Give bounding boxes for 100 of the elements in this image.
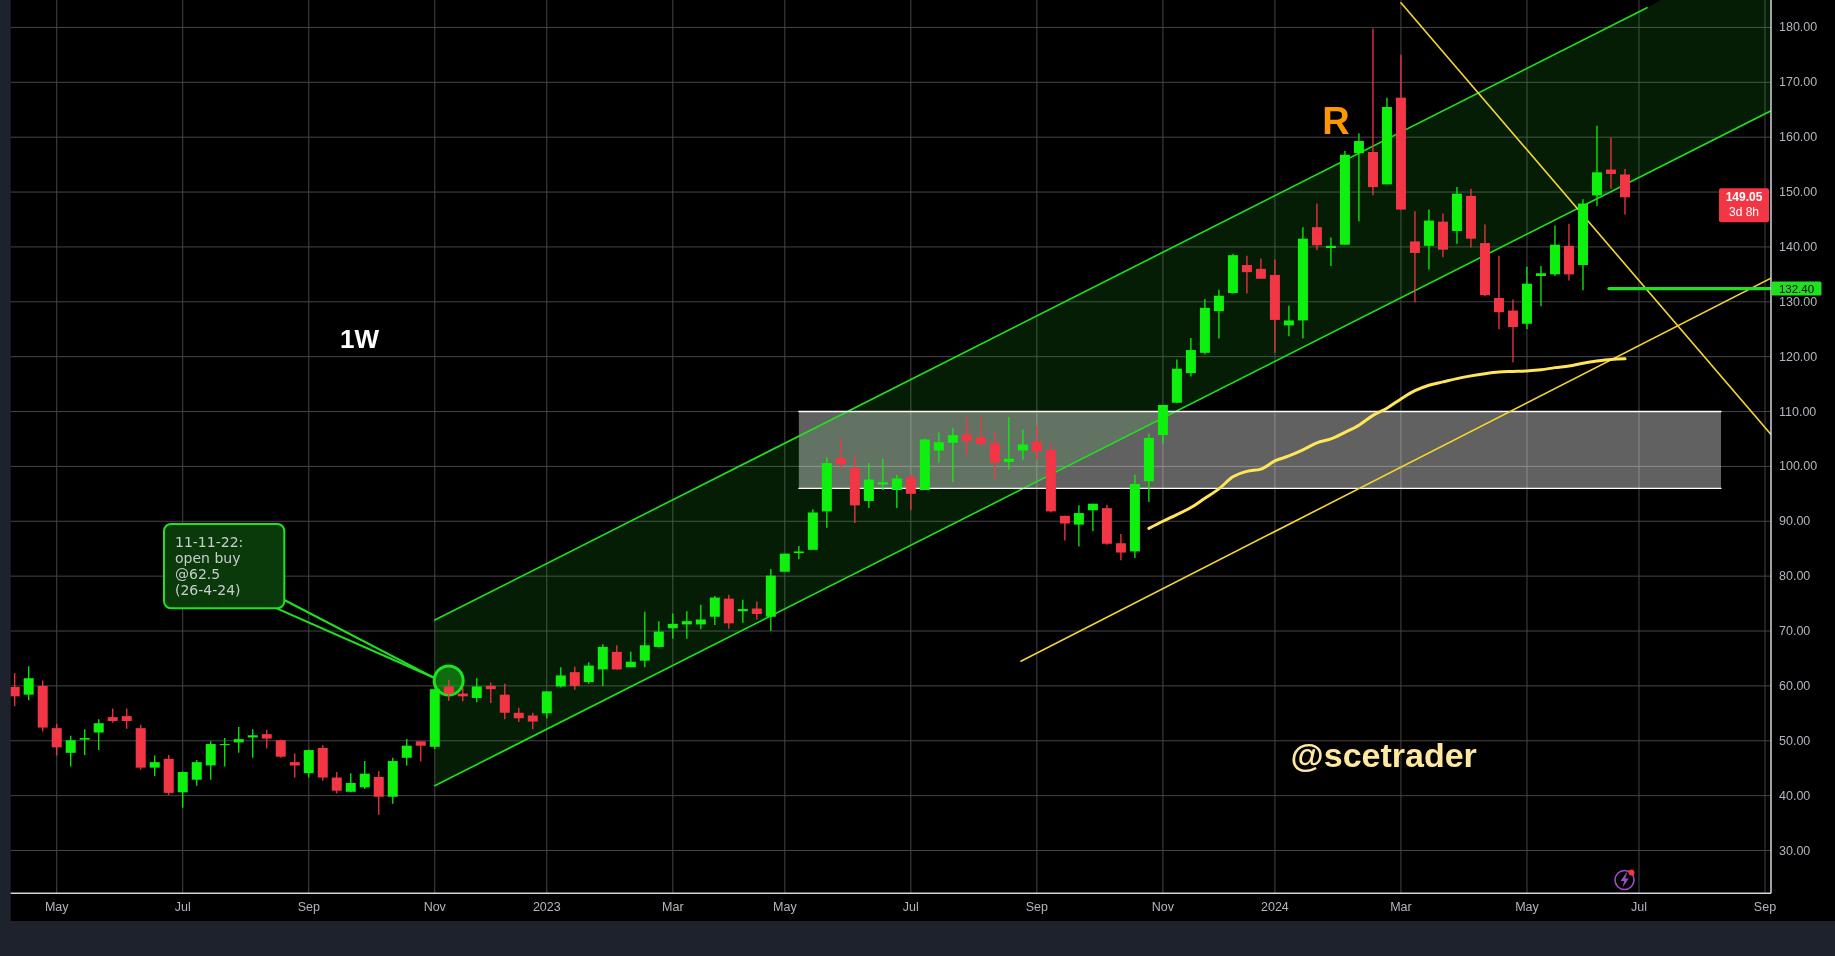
candlestick xyxy=(121,707,132,730)
candlestick xyxy=(863,462,874,509)
candlestick xyxy=(751,600,762,621)
candlestick xyxy=(709,595,720,626)
candlestick xyxy=(289,752,300,779)
candlestick xyxy=(555,666,566,689)
annotation: @scetrader xyxy=(1290,735,1477,774)
candlestick xyxy=(1507,298,1518,363)
candlestick xyxy=(1535,265,1546,307)
candlestick xyxy=(303,748,314,779)
x-tick-label: Sep xyxy=(1753,899,1777,914)
candlestick xyxy=(485,681,496,704)
candlestick xyxy=(1311,202,1322,251)
candlestick xyxy=(1255,257,1266,280)
x-tick-label: May xyxy=(44,899,70,914)
candlestick xyxy=(1605,137,1616,190)
candlestick xyxy=(1619,168,1630,216)
candlestick xyxy=(471,677,482,703)
candlestick xyxy=(373,770,384,816)
candlestick xyxy=(989,430,1000,481)
candlestick xyxy=(905,473,916,511)
candlestick xyxy=(975,416,986,447)
y-tick-label: 60.00 xyxy=(1779,678,1811,693)
candlestick xyxy=(1003,416,1014,471)
candlestick xyxy=(597,643,608,687)
y-tick-label: 70.00 xyxy=(1779,624,1811,639)
candlestick xyxy=(10,672,20,707)
candlestick xyxy=(23,665,34,701)
x-tick-label: Mar xyxy=(1390,899,1412,914)
x-tick-label: 2023 xyxy=(532,899,561,914)
data-label: 132.40 xyxy=(1778,282,1815,295)
y-tick-label: 170.00 xyxy=(1779,75,1818,90)
annotation: 11-11-22: open buy @62.5 (26-4-24) xyxy=(175,533,244,598)
candlestick xyxy=(51,723,62,757)
candlestick xyxy=(611,644,622,671)
x-tick-label: Jul xyxy=(902,899,919,914)
x-tick-label: Nov xyxy=(1151,899,1175,914)
candlestick xyxy=(877,458,888,491)
x-tick-label: Nov xyxy=(423,899,447,914)
y-tick-label: 40.00 xyxy=(1779,788,1811,803)
x-tick-label: Sep xyxy=(297,899,320,914)
y-tick-label: 150.00 xyxy=(1779,185,1818,200)
x-tick-label: 2024 xyxy=(1261,899,1289,914)
candlestick xyxy=(583,661,594,685)
candlestick xyxy=(639,611,650,668)
candlestick xyxy=(1017,428,1028,462)
x-tick-label: Jul xyxy=(1630,899,1647,914)
candlestick xyxy=(681,610,692,640)
candlestick xyxy=(401,738,412,767)
y-tick-label: 100.00 xyxy=(1779,459,1818,474)
candlestick xyxy=(359,760,370,790)
candlestick xyxy=(65,735,76,768)
y-tick-label: 130.00 xyxy=(1779,294,1818,309)
candlestick xyxy=(695,604,706,631)
candlestick xyxy=(149,754,160,777)
candlestick xyxy=(933,431,944,464)
candlestick xyxy=(261,729,272,750)
y-tick-label: 90.00 xyxy=(1779,514,1811,529)
candlestick xyxy=(233,726,244,754)
candlestick xyxy=(205,740,216,781)
line-series xyxy=(1147,357,1627,530)
candlestick xyxy=(93,718,104,751)
candlestick xyxy=(499,683,510,721)
candlestick xyxy=(331,771,342,795)
x-tick-label: Jul xyxy=(174,899,191,914)
candlestick xyxy=(1087,503,1098,532)
candlestick xyxy=(177,770,188,809)
y-tick-label: 80.00 xyxy=(1779,569,1811,584)
candlestick xyxy=(667,612,678,640)
candlestick xyxy=(653,620,664,649)
candlestick xyxy=(247,728,258,759)
candlestick xyxy=(1283,304,1294,338)
candlestick xyxy=(1115,533,1126,561)
candlestick xyxy=(1185,337,1196,378)
candlestick xyxy=(219,737,230,768)
candlestick xyxy=(1241,255,1252,295)
x-tick-label: Sep xyxy=(1025,899,1049,914)
x-tick-label: May xyxy=(1515,899,1540,914)
candlestick xyxy=(947,427,958,483)
y-tick-label: 50.00 xyxy=(1779,733,1811,748)
y-tick-label: 30.00 xyxy=(1779,843,1811,858)
y-tick-label: 160.00 xyxy=(1779,130,1818,145)
candlestick xyxy=(1213,289,1224,340)
candlestick xyxy=(79,728,90,756)
candlestick xyxy=(1493,255,1504,330)
annotation: 149.05 3d 8h xyxy=(1725,190,1763,220)
y-tick-label: 120.00 xyxy=(1779,349,1818,364)
candlestick xyxy=(1409,210,1420,303)
candlestick xyxy=(415,740,426,763)
candlestick xyxy=(1353,132,1364,222)
candlestick xyxy=(737,599,748,624)
candlestick xyxy=(835,437,846,470)
candlestick xyxy=(891,473,902,509)
text: 1W xyxy=(340,324,380,354)
x-tick-label: Mar xyxy=(662,899,684,914)
candlestick xyxy=(191,759,202,787)
y-tick-label: 180.00 xyxy=(1779,20,1818,35)
y-tick-label: 140.00 xyxy=(1779,239,1818,254)
candlestick xyxy=(1591,125,1602,207)
candlestick xyxy=(443,679,454,702)
